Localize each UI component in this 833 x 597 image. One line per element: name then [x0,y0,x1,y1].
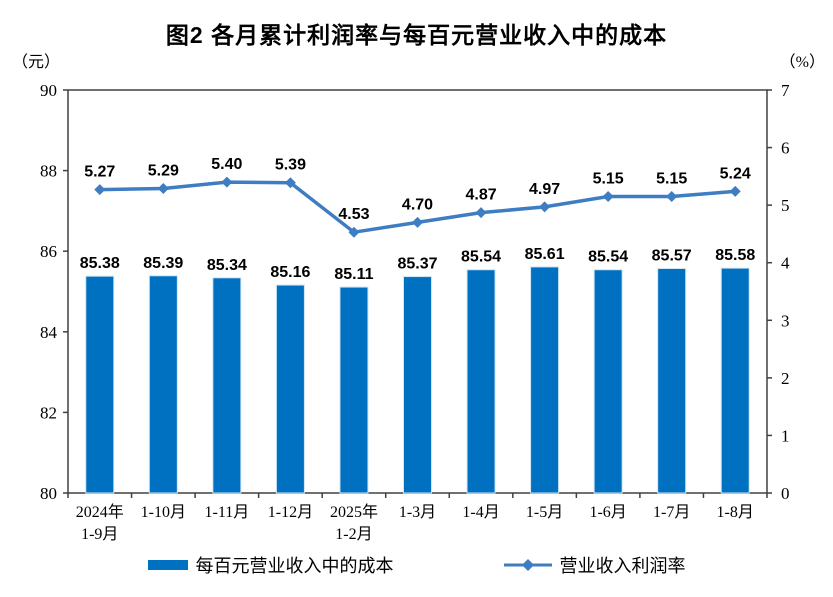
line-marker-diamond [602,191,614,203]
x-axis-category-label: 2025年 [330,503,378,521]
line-data-label: 5.29 [148,162,179,179]
cost-bar [212,277,242,494]
left-axis-tick-label: 80 [40,484,57,503]
bar-data-label: 85.34 [207,257,247,274]
line-marker-diamond [94,184,106,196]
legend-item-profit-line: 营业收入利润率 [503,552,686,578]
left-axis-tick-label: 88 [40,162,57,181]
line-data-label: 4.70 [402,196,433,213]
bar-data-label: 85.11 [334,266,373,283]
line-data-label: 5.24 [720,165,751,182]
line-marker-diamond [539,201,551,213]
line-marker-diamond [475,207,487,219]
line-marker-diamond [666,191,678,203]
cost-bar [466,269,496,494]
bar-data-label: 85.37 [397,256,437,273]
line-marker-diamond [221,176,233,188]
x-axis-category-label: 1-7月 [653,504,690,521]
right-axis-tick-label: 3 [781,311,790,330]
line-data-label: 4.97 [529,181,560,198]
chart-title: 图2 各月累计利润率与每百元营业收入中的成本 [165,22,668,48]
line-data-label: 5.39 [275,157,306,174]
right-axis-tick-label: 4 [781,254,790,273]
right-axis-tick-label: 7 [781,81,790,100]
bar-data-label: 85.39 [143,255,183,272]
left-axis-unit-label: （元） [12,54,61,71]
right-axis-tick-label: 2 [781,369,790,388]
cost-bar [148,275,178,494]
x-axis-category-label: 1-12月 [268,504,313,521]
line-data-label: 5.15 [656,171,687,188]
line-marker-diamond [412,216,423,228]
left-axis-tick-label: 90 [40,81,57,100]
left-axis-tick-label: 82 [40,403,57,422]
cost-bar [530,266,560,494]
x-axis-category-label: 1-5月 [526,504,563,521]
cost-bar [339,286,369,494]
bar-data-label: 85.58 [715,247,755,264]
legend-item-cost-bars: 每百元营业收入中的成本 [147,552,394,578]
line-data-label: 4.87 [465,187,496,204]
legend-bar-label: 每百元营业收入中的成本 [195,556,394,576]
x-axis-category-label: 1-11月 [204,504,249,521]
cost-bar [657,268,687,494]
cost-bar [85,275,115,494]
bar-data-label: 85.16 [270,264,310,281]
x-axis-category-label: 1-8月 [717,504,754,521]
chart-legend: 每百元营业收入中的成本 营业收入利润率 [0,550,833,580]
cost-bar [720,267,750,494]
right-axis-tick-label: 5 [781,196,790,215]
bar-series-swatch-icon [147,560,188,570]
x-axis-category-label: 1-4月 [462,504,499,521]
x-axis-category-label: 1-9月 [81,526,118,543]
line-marker-diamond [729,185,741,197]
cost-bar [593,269,623,494]
x-axis-category-label: 1-6月 [589,504,626,521]
line-data-label: 5.15 [593,171,624,188]
right-axis-tick-label: 1 [781,426,790,445]
x-axis-category-label: 2024年 [76,503,124,521]
bar-data-label: 85.54 [461,249,501,266]
cost-bar [403,276,432,494]
bar-data-label: 85.38 [80,255,120,272]
right-axis-tick-label: 0 [781,484,790,503]
line-series-swatch-icon [503,559,552,571]
line-marker-diamond [157,182,169,194]
right-axis-unit-label: （%） [779,54,825,71]
bar-data-label: 85.57 [652,248,692,265]
line-data-label: 5.27 [84,164,115,181]
cost-bar [275,284,305,494]
bar-data-label: 85.61 [525,246,565,263]
line-marker-diamond [348,226,360,238]
x-axis-category-label: 1-2月 [335,526,372,543]
line-data-label: 5.40 [211,156,242,173]
line-marker-diamond [284,177,296,189]
line-data-label: 4.53 [338,206,369,223]
x-axis-category-label: 1-10月 [141,504,186,521]
x-axis-category-label: 1-3月 [399,504,436,521]
right-axis-tick-label: 6 [781,139,790,158]
legend-line-label: 营业收入利润率 [559,556,686,576]
bar-data-label: 85.54 [588,249,628,266]
left-axis-tick-label: 84 [40,323,58,342]
left-axis-tick-label: 86 [40,242,57,261]
